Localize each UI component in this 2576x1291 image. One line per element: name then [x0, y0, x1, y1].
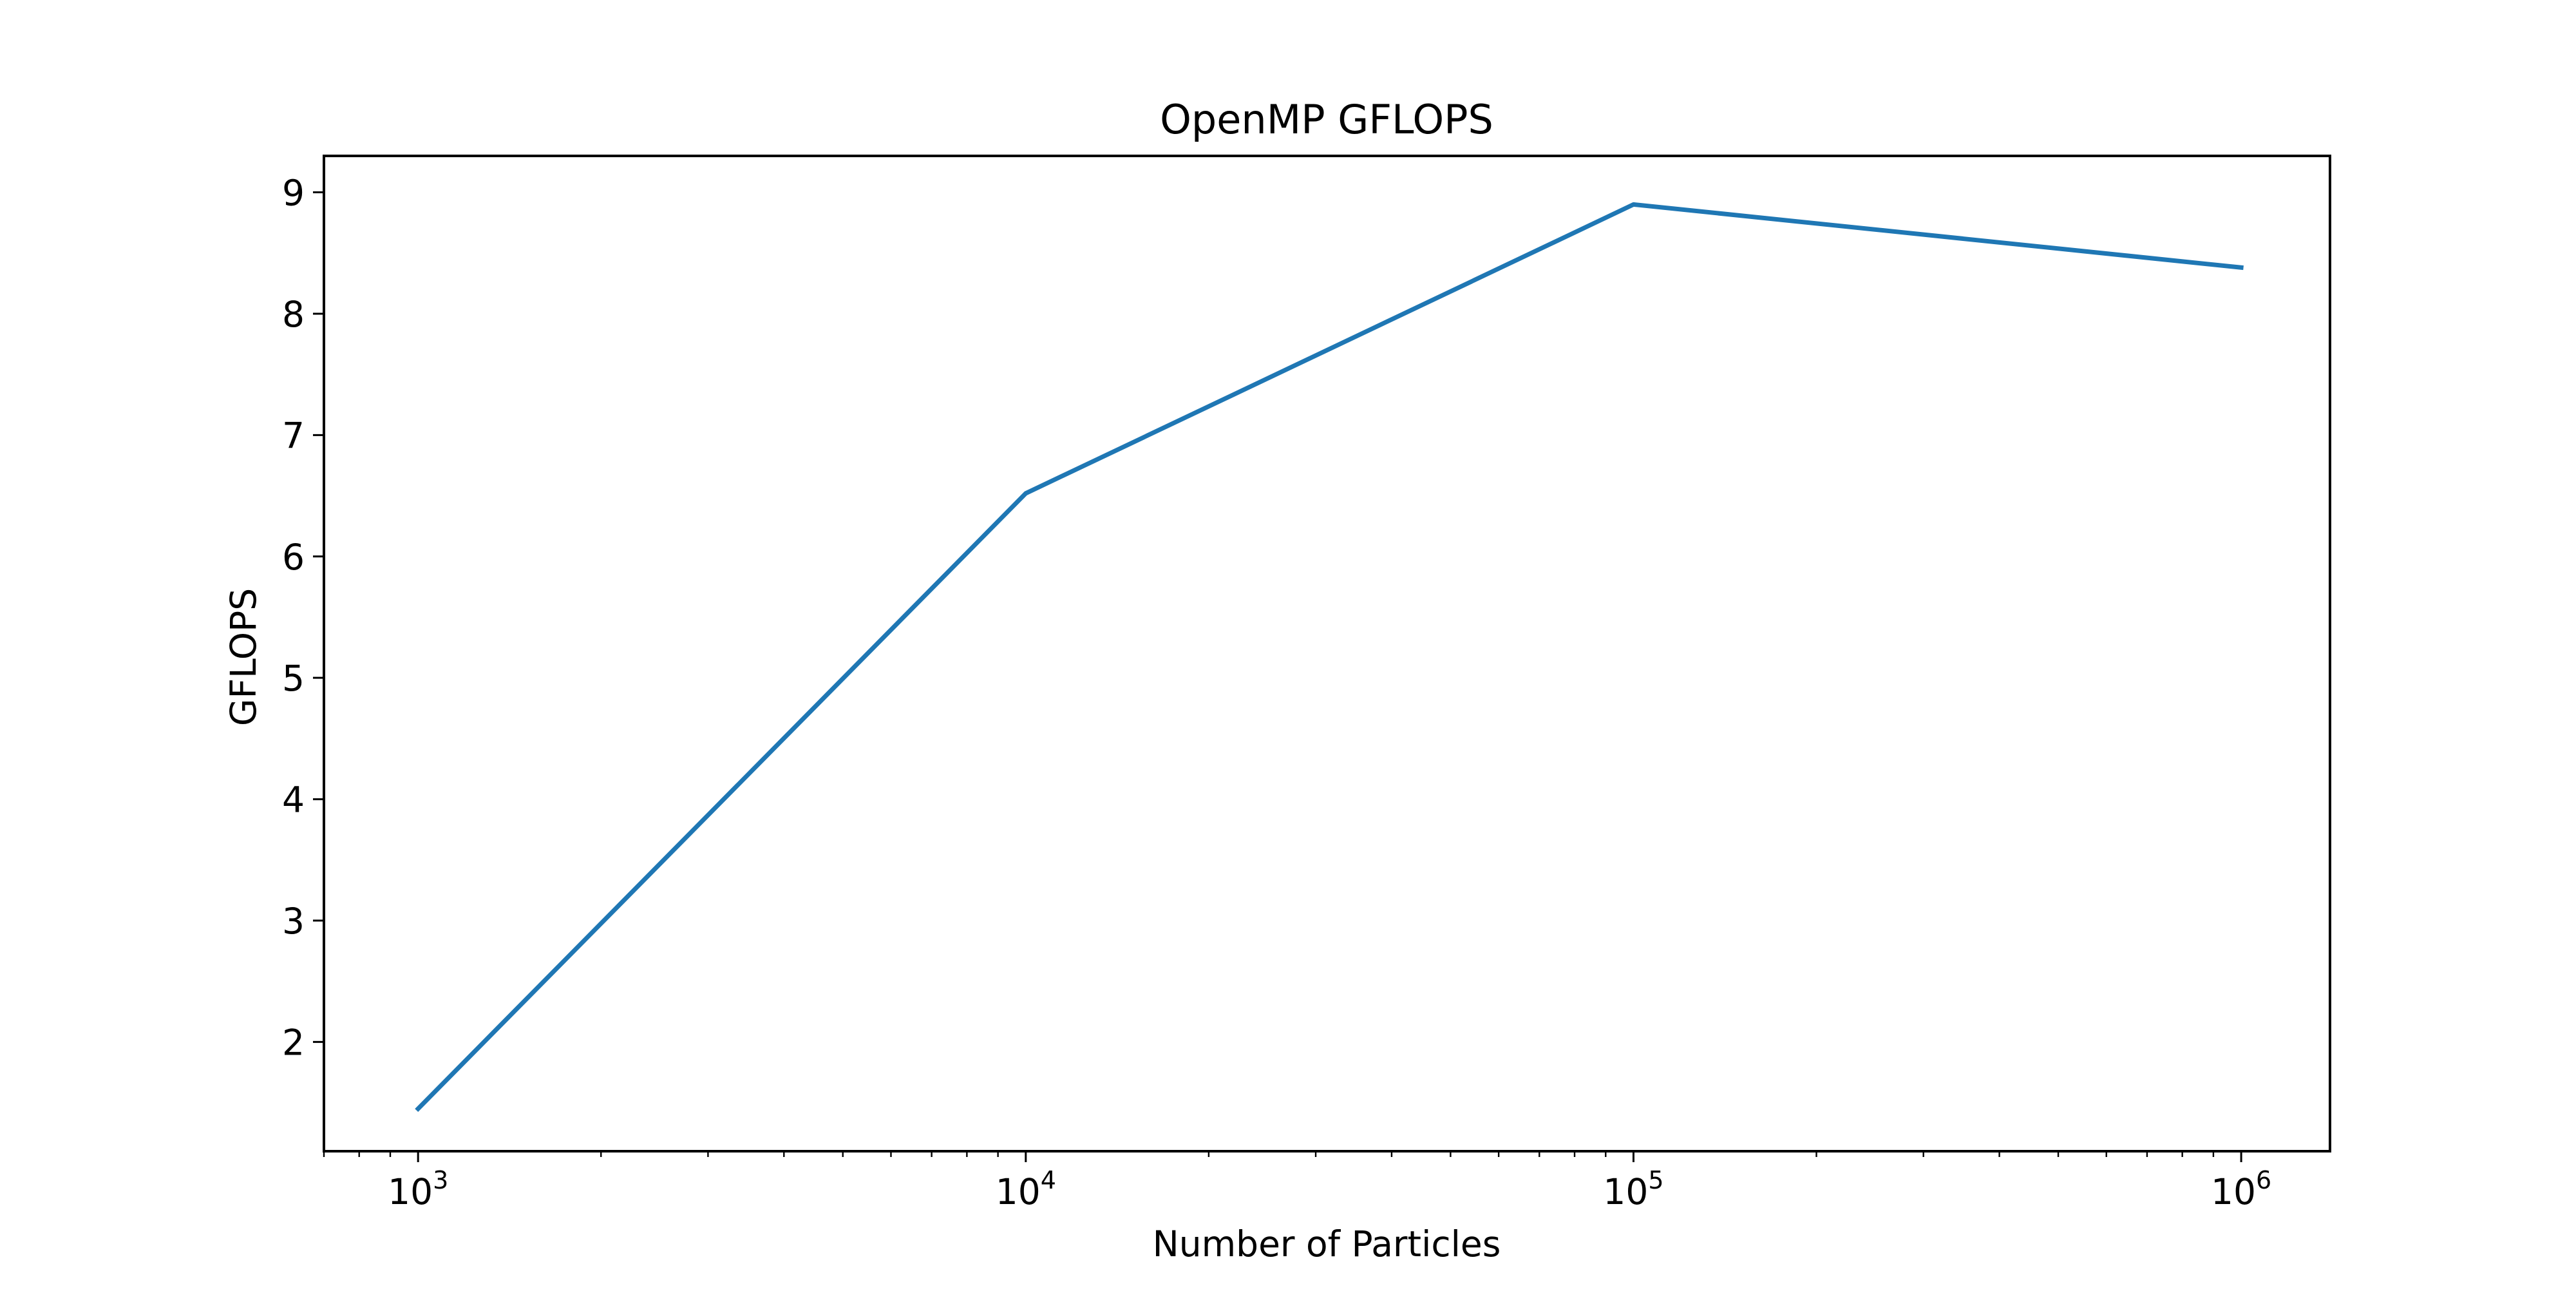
x-tick-exponent: 5: [1648, 1166, 1663, 1194]
y-tick-label: 3: [282, 901, 305, 942]
chart-title: OpenMP GFLOPS: [1160, 96, 1493, 143]
x-tick-exponent: 3: [433, 1166, 448, 1194]
x-tick-base: 10: [996, 1171, 1041, 1212]
series-layer: [415, 202, 2244, 1113]
y-tick-label: 2: [282, 1022, 305, 1063]
x-tick-label: 103: [388, 1166, 448, 1212]
x-tick-label: 104: [996, 1166, 1056, 1212]
x-tick-base: 10: [2211, 1171, 2256, 1212]
x-axis-label: Number of Particles: [1153, 1223, 1501, 1265]
y-tick-label: 7: [282, 415, 305, 456]
x-tick-base: 10: [1603, 1171, 1648, 1212]
y-tick-label: 6: [282, 537, 305, 578]
x-tick-label: 106: [2211, 1166, 2271, 1212]
x-tick-exponent: 4: [1041, 1166, 1056, 1194]
x-tick-label: 105: [1603, 1166, 1663, 1212]
x-axis-ticks: 103 104 105 106: [323, 1151, 2271, 1212]
y-tick-label: 4: [282, 779, 305, 821]
y-tick-label: 9: [282, 173, 305, 214]
x-tick-exponent: 6: [2256, 1166, 2271, 1194]
y-axis-ticks: 2 3 4 5 6 7 8 9: [282, 173, 324, 1063]
y-tick-label: 5: [282, 658, 305, 699]
x-tick-base: 10: [388, 1171, 433, 1212]
plot-area-frame: [323, 155, 2331, 1152]
y-tick-label: 8: [282, 294, 305, 335]
series-line: [415, 202, 2244, 1113]
y-axis-label: GFLOPS: [223, 588, 264, 726]
